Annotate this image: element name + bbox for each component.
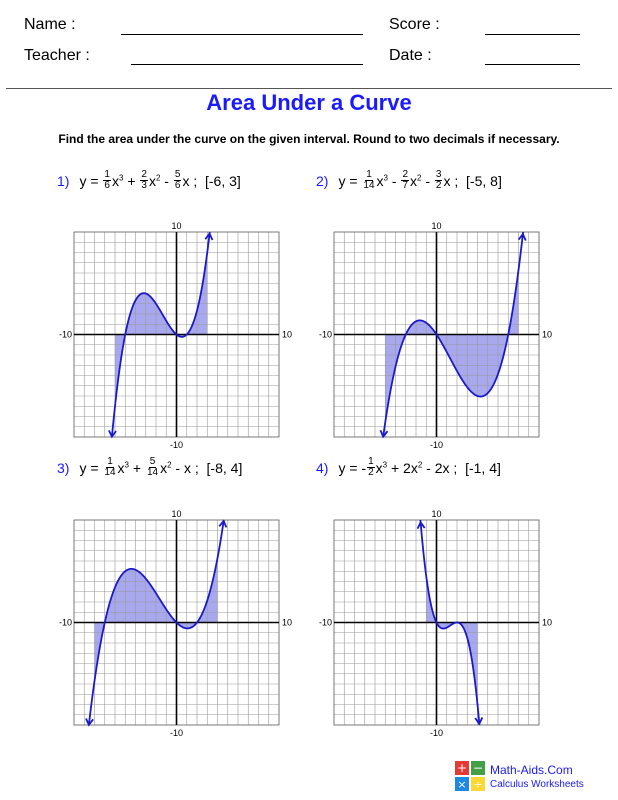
curve-arrowhead xyxy=(416,520,426,530)
footer-brand[interactable]: Math-Aids.Com xyxy=(490,763,573,777)
instructions: Find the area under the curve on the giv… xyxy=(58,132,560,146)
problem-number: 4) xyxy=(316,459,329,476)
interval: [-5, 8] xyxy=(466,172,502,189)
x-max-label: 10 xyxy=(282,330,292,340)
shaded-area xyxy=(385,270,519,423)
footer-subtitle: Calculus Worksheets xyxy=(490,779,584,790)
y-min-label: -10 xyxy=(430,440,443,450)
curve xyxy=(382,232,524,437)
problem-number: 2) xyxy=(316,172,329,189)
problem-3-equation: 3) y = 1 14 x3 + 5 14 x2 - x ; [-8, 4] xyxy=(57,456,243,478)
problem-1-graph: 10 -10 -10 10 xyxy=(59,221,292,450)
shaded-area xyxy=(426,576,478,705)
curve xyxy=(87,520,225,725)
date-label: Date : xyxy=(389,47,432,64)
name-label: Name : xyxy=(24,16,76,33)
problem-number: 1) xyxy=(57,172,70,189)
curve-arrowhead xyxy=(379,429,389,439)
y-max-label: 10 xyxy=(171,509,181,519)
teacher-field-line[interactable] xyxy=(131,64,363,65)
curve xyxy=(419,520,481,725)
curve-arrowhead xyxy=(517,232,527,241)
math-aids-logo-icon: + − × ÷ xyxy=(455,761,485,791)
problem-4-equation: 4) y = - 1 2 x3 + 2x2 - 2x ; [-1, 4] xyxy=(316,456,501,478)
svg-text:÷: ÷ xyxy=(473,778,482,791)
name-field-line[interactable] xyxy=(121,34,363,35)
curve-arrowhead xyxy=(85,718,94,727)
x-min-label: -10 xyxy=(319,618,332,628)
y-min-label: -10 xyxy=(170,440,183,450)
svg-text:+: + xyxy=(457,761,467,775)
svg-text:×: × xyxy=(457,778,466,791)
y-min-label: -10 xyxy=(430,728,443,738)
curve-arrowhead xyxy=(218,519,228,528)
shaded-area xyxy=(115,252,208,407)
teacher-label: Teacher : xyxy=(24,47,90,64)
problem-4-graph: 10 -10 -10 10 xyxy=(319,509,552,738)
worksheet-title: Area Under a Curve xyxy=(206,90,412,115)
x-max-label: 10 xyxy=(542,330,552,340)
problem-2-graph: 10 -10 -10 10 xyxy=(319,221,552,450)
date-field-line[interactable] xyxy=(485,64,580,65)
interval: [-6, 3] xyxy=(205,172,241,189)
curve-arrowhead xyxy=(204,231,214,241)
score-label: Score : xyxy=(389,16,440,33)
curve-arrowhead xyxy=(474,717,484,726)
x-min-label: -10 xyxy=(59,330,72,340)
svg-text:−: − xyxy=(473,761,483,775)
y-max-label: 10 xyxy=(431,221,441,231)
x-min-label: -10 xyxy=(59,618,72,628)
header-divider xyxy=(6,88,612,89)
y-min-label: -10 xyxy=(170,728,183,738)
curve-arrowhead xyxy=(108,429,117,439)
x-min-label: -10 xyxy=(319,330,332,340)
x-max-label: 10 xyxy=(542,618,552,628)
problem-number: 3) xyxy=(57,459,70,476)
score-field-line[interactable] xyxy=(485,34,580,35)
y-max-label: 10 xyxy=(171,221,181,231)
interval: [-1, 4] xyxy=(465,459,501,476)
curve xyxy=(110,232,211,437)
interval: [-8, 4] xyxy=(206,459,243,476)
problem-3-graph: 10 -10 -10 10 xyxy=(59,509,292,738)
x-max-label: 10 xyxy=(282,618,292,628)
y-max-label: 10 xyxy=(431,509,441,519)
